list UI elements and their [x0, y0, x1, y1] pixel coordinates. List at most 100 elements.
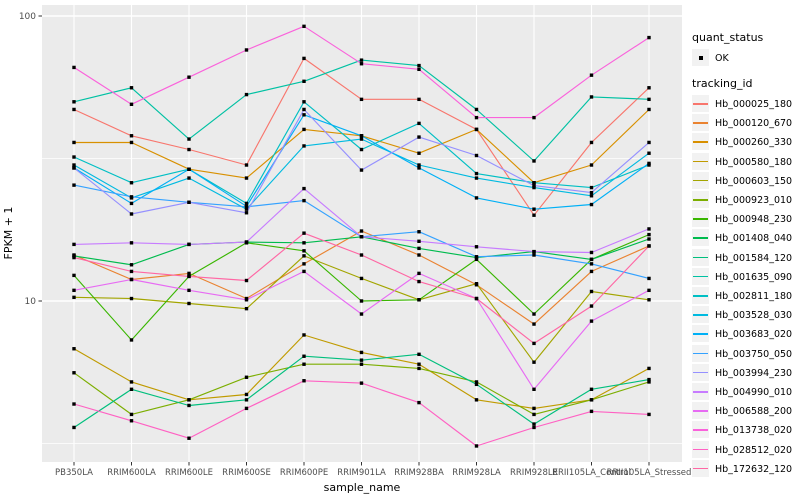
legend-key-line-icon: [692, 267, 709, 285]
data-point: [187, 167, 191, 171]
data-point: [129, 134, 134, 138]
data-point: [72, 371, 76, 375]
data-point: [187, 75, 191, 79]
data-point: [474, 196, 479, 200]
data-point: [244, 240, 249, 244]
data-point: [187, 403, 191, 408]
data-point: [302, 254, 306, 258]
data-point: [72, 347, 76, 351]
legend-key-line-icon: [692, 440, 709, 458]
data-point: [589, 95, 594, 99]
data-point: [589, 185, 594, 190]
data-point: [244, 278, 249, 283]
data-point: [474, 153, 479, 158]
x-tick-label: RRIM928BA: [394, 468, 444, 478]
data-point: [129, 201, 134, 206]
data-point: [647, 140, 651, 145]
data-point: [647, 35, 651, 40]
data-point: [302, 241, 306, 245]
data-point: [302, 107, 306, 112]
data-point: [417, 298, 421, 302]
legend-key-line-icon: [692, 383, 709, 400]
data-point: [359, 62, 364, 66]
data-point: [647, 298, 651, 302]
data-point: [187, 436, 191, 440]
data-point: [72, 65, 76, 70]
data-point: [417, 67, 421, 72]
data-point: [244, 298, 249, 302]
data-point: [187, 274, 191, 279]
legend-key-line-icon: [692, 306, 709, 324]
data-point: [589, 194, 594, 198]
legend-item-label: Hb_013738_020: [715, 425, 793, 437]
data-point: [359, 134, 364, 138]
x-tick-label: PB350LA: [55, 468, 93, 478]
data-point: [129, 212, 134, 216]
legend-key-line-icon: [692, 229, 709, 247]
data-point: [474, 296, 479, 301]
data-point: [72, 166, 76, 170]
x-tick-label: RRIM901LA: [337, 468, 386, 478]
legend-item-label: Hb_001635_090: [715, 271, 793, 283]
data-point: [532, 387, 536, 391]
data-point: [244, 48, 249, 52]
legend-item-label: Hb_028512_020: [715, 444, 793, 456]
data-point: [129, 419, 134, 423]
data-point: [417, 63, 421, 68]
data-point: [532, 406, 536, 411]
data-point: [359, 168, 364, 172]
data-point: [72, 402, 76, 406]
data-point: [417, 279, 421, 284]
data-point: [589, 202, 594, 207]
legend-title-quant-status: quant_status: [692, 31, 764, 44]
legend-key-line-icon: [692, 114, 709, 132]
legend-key-line-icon: [692, 344, 709, 362]
data-point: [417, 163, 421, 167]
data-point: [647, 244, 651, 248]
data-point: [589, 257, 594, 262]
legend-key-line-icon: [692, 459, 709, 477]
data-point: [129, 412, 134, 417]
data-point: [72, 255, 76, 260]
data-point: [187, 137, 191, 141]
legend-key-line-icon: [692, 133, 709, 151]
data-point: [532, 422, 536, 426]
data-point: [359, 235, 364, 239]
data-point: [72, 425, 76, 430]
x-tick-label: RRIM600LE: [165, 468, 213, 478]
data-point: [244, 398, 249, 402]
data-point: [532, 183, 536, 188]
data-point: [129, 387, 134, 391]
legend-key-line-icon: [692, 363, 709, 381]
data-point: [187, 301, 191, 306]
data-point: [129, 296, 134, 301]
data-point: [647, 161, 651, 166]
data-point: [359, 299, 364, 303]
data-point: [532, 115, 536, 120]
data-point: [359, 253, 364, 257]
x-axis-title: sample_name: [323, 481, 401, 494]
data-point: [129, 241, 134, 245]
data-point: [244, 163, 249, 167]
data-point: [532, 425, 536, 430]
data-point: [647, 380, 651, 384]
y-tick-label: 10: [25, 297, 37, 307]
x-tick-label: RRIM600PE: [280, 468, 328, 478]
data-point: [187, 271, 191, 276]
y-axis-title: FPKM + 1: [2, 206, 15, 260]
data-point: [359, 58, 364, 62]
data-point: [129, 181, 134, 185]
data-point: [589, 269, 594, 274]
data-point: [589, 262, 594, 266]
data-point: [302, 113, 306, 117]
data-point: [302, 231, 306, 235]
data-point: [647, 97, 651, 102]
legend-key-line-icon: [692, 95, 709, 112]
x-tick-label: RRII105LA_Control: [552, 468, 631, 478]
data-point: [302, 144, 306, 148]
legend-item-label: Hb_000923_010: [715, 195, 793, 206]
legend-item-label: Hb_000580_180: [715, 156, 793, 168]
data-point: [129, 263, 134, 267]
